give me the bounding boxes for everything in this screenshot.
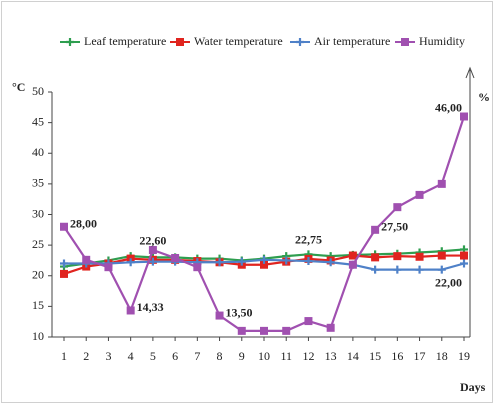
point bbox=[393, 252, 402, 261]
x-tick-label: 6 bbox=[172, 349, 178, 363]
point bbox=[326, 258, 335, 267]
y-tick-label: 40 bbox=[32, 145, 44, 159]
x-tick-label: 8 bbox=[217, 349, 223, 363]
point bbox=[282, 326, 291, 335]
point bbox=[60, 259, 68, 268]
point bbox=[437, 265, 446, 274]
point bbox=[460, 259, 468, 268]
point bbox=[126, 258, 135, 267]
y-tick-label: 45 bbox=[32, 114, 44, 128]
data-label: 14,33 bbox=[137, 300, 164, 314]
x-tick-label: 2 bbox=[83, 349, 89, 363]
point bbox=[215, 258, 224, 267]
point bbox=[260, 326, 268, 335]
y-axis-label: °C bbox=[12, 80, 25, 94]
point bbox=[415, 265, 424, 274]
legend-marker bbox=[66, 38, 74, 46]
legend-label: Water temperature bbox=[194, 34, 283, 48]
point bbox=[193, 263, 202, 272]
y-tick-label: 50 bbox=[32, 84, 44, 98]
point bbox=[304, 317, 313, 326]
legend-marker bbox=[176, 38, 184, 46]
x-tick-label: 18 bbox=[436, 349, 448, 363]
x-tick-label: 12 bbox=[302, 349, 314, 363]
y-tick-label: 15 bbox=[32, 298, 44, 312]
data-label: 13,50 bbox=[226, 305, 253, 319]
x-tick-label: 4 bbox=[128, 349, 134, 363]
x-tick-label: 3 bbox=[105, 349, 111, 363]
x-tick-label: 15 bbox=[369, 349, 381, 363]
point bbox=[393, 203, 402, 212]
legend-marker bbox=[401, 38, 409, 46]
point bbox=[437, 251, 446, 260]
x-axis-label: Days bbox=[460, 380, 486, 394]
point bbox=[104, 263, 113, 272]
x-tick-label: 11 bbox=[280, 349, 292, 363]
legend-label: Leaf temperature bbox=[84, 34, 166, 48]
x-tick-label: 17 bbox=[414, 349, 426, 363]
point bbox=[148, 246, 157, 255]
point bbox=[260, 260, 268, 269]
point bbox=[393, 265, 402, 274]
y-tick-label: 25 bbox=[32, 237, 44, 251]
data-label: 46,00 bbox=[435, 100, 462, 114]
x-tick-label: 1 bbox=[61, 349, 67, 363]
y-tick-label: 30 bbox=[32, 206, 44, 220]
point bbox=[348, 260, 357, 269]
point bbox=[371, 265, 380, 274]
data-label: 28,00 bbox=[70, 217, 97, 231]
data-label: 22,60 bbox=[139, 234, 166, 248]
legend-label: Air temperature bbox=[314, 34, 390, 48]
x-tick-label: 9 bbox=[239, 349, 245, 363]
x-tick-label: 14 bbox=[347, 349, 359, 363]
point bbox=[82, 255, 91, 264]
x-tick-label: 19 bbox=[458, 349, 470, 363]
x-tick-label: 5 bbox=[150, 349, 156, 363]
y2-axis-label: % bbox=[478, 90, 490, 104]
x-tick-label: 7 bbox=[194, 349, 200, 363]
point bbox=[171, 253, 180, 262]
point bbox=[348, 251, 357, 260]
point bbox=[371, 225, 380, 234]
point bbox=[437, 179, 446, 188]
point bbox=[237, 257, 246, 266]
point bbox=[415, 190, 424, 199]
point bbox=[304, 257, 313, 266]
point bbox=[215, 311, 224, 320]
point bbox=[460, 112, 468, 121]
point bbox=[60, 269, 68, 278]
point bbox=[460, 251, 468, 260]
point bbox=[371, 253, 380, 262]
y2-arrow bbox=[465, 66, 475, 79]
legend-marker bbox=[296, 38, 304, 46]
data-label: 22,75 bbox=[295, 233, 322, 247]
point bbox=[326, 323, 335, 332]
point bbox=[148, 257, 157, 266]
point bbox=[126, 306, 135, 315]
y-tick-label: 20 bbox=[32, 268, 44, 282]
point bbox=[237, 326, 246, 335]
data-label: 27,50 bbox=[381, 220, 408, 234]
x-tick-label: 10 bbox=[258, 349, 270, 363]
data-label: 22,00 bbox=[435, 275, 462, 289]
point bbox=[282, 256, 291, 265]
y-tick-label: 35 bbox=[32, 176, 44, 190]
x-tick-label: 16 bbox=[391, 349, 403, 363]
x-tick-label: 13 bbox=[325, 349, 337, 363]
legend-label: Humidity bbox=[419, 34, 465, 48]
point bbox=[60, 222, 68, 231]
point bbox=[260, 255, 268, 264]
y-tick-label: 10 bbox=[32, 329, 44, 343]
point bbox=[415, 252, 424, 261]
